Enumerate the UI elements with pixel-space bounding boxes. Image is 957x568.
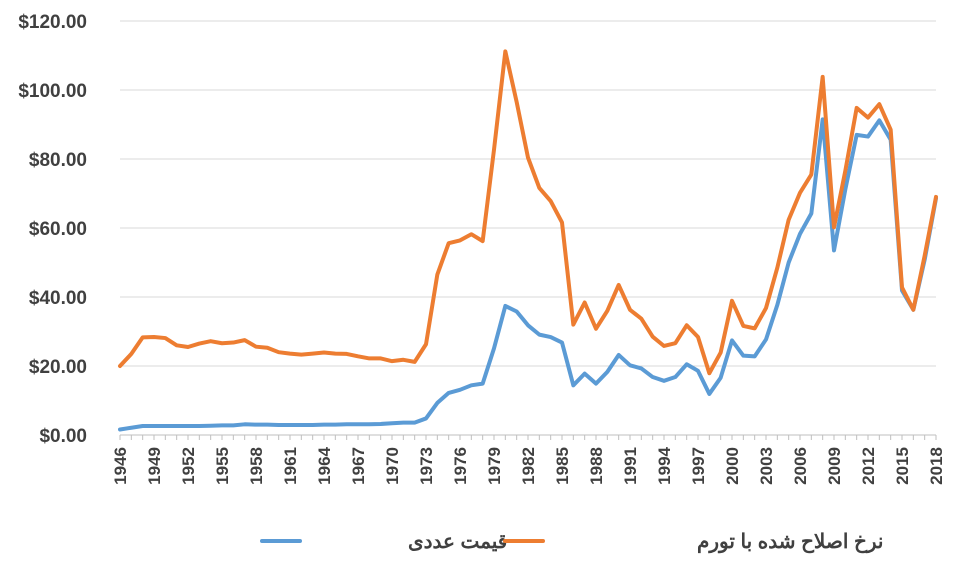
x-tick-label: 1964 xyxy=(315,446,334,484)
y-tick-label: $80.00 xyxy=(29,150,87,171)
x-tick-label: 1967 xyxy=(349,447,368,485)
x-tick-label: 1976 xyxy=(451,447,470,485)
x-tick-label: 2012 xyxy=(859,447,878,485)
x-tick-label: 1991 xyxy=(621,447,640,485)
legend-label: نرخ اصلاح شده با تورم xyxy=(697,531,883,554)
x-tick-label: 1982 xyxy=(519,447,538,485)
x-tick-label: 1979 xyxy=(485,447,504,485)
x-tick-label: 1961 xyxy=(281,447,300,485)
x-tick-label: 1958 xyxy=(247,447,266,485)
y-tick-label: $120.00 xyxy=(18,12,87,33)
legend-item-0: قیمت عددی xyxy=(262,531,507,553)
y-tick-label: $40.00 xyxy=(29,288,87,309)
y-tick-label: $60.00 xyxy=(29,219,87,240)
x-tick-label: 1955 xyxy=(213,447,232,485)
x-tick-label: 1997 xyxy=(689,447,708,485)
x-tick-label: 2015 xyxy=(893,447,912,485)
x-tick-label: 2018 xyxy=(927,447,946,485)
x-tick-label: 1946 xyxy=(111,447,130,485)
x-tick-label: 2006 xyxy=(791,447,810,485)
x-tick-label: 2009 xyxy=(825,447,844,485)
x-tick-label: 2003 xyxy=(757,447,776,485)
y-tick-label: $100.00 xyxy=(18,81,87,102)
x-tick-label: 1949 xyxy=(145,447,164,485)
y-tick-label: $20.00 xyxy=(29,357,87,378)
legend-label: قیمت عددی xyxy=(408,531,507,553)
x-tick-label: 1952 xyxy=(179,447,198,485)
x-tick-label: 1988 xyxy=(587,447,606,485)
x-tick-label: 1970 xyxy=(383,447,402,485)
legend-item-1: نرخ اصلاح شده با تورم xyxy=(505,531,883,554)
x-tick-label: 1985 xyxy=(553,447,572,485)
x-tick-label: 1994 xyxy=(655,446,674,484)
x-tick-label: 1973 xyxy=(417,447,436,485)
x-tick-label: 2000 xyxy=(723,447,742,485)
y-tick-label: $0.00 xyxy=(39,426,87,447)
